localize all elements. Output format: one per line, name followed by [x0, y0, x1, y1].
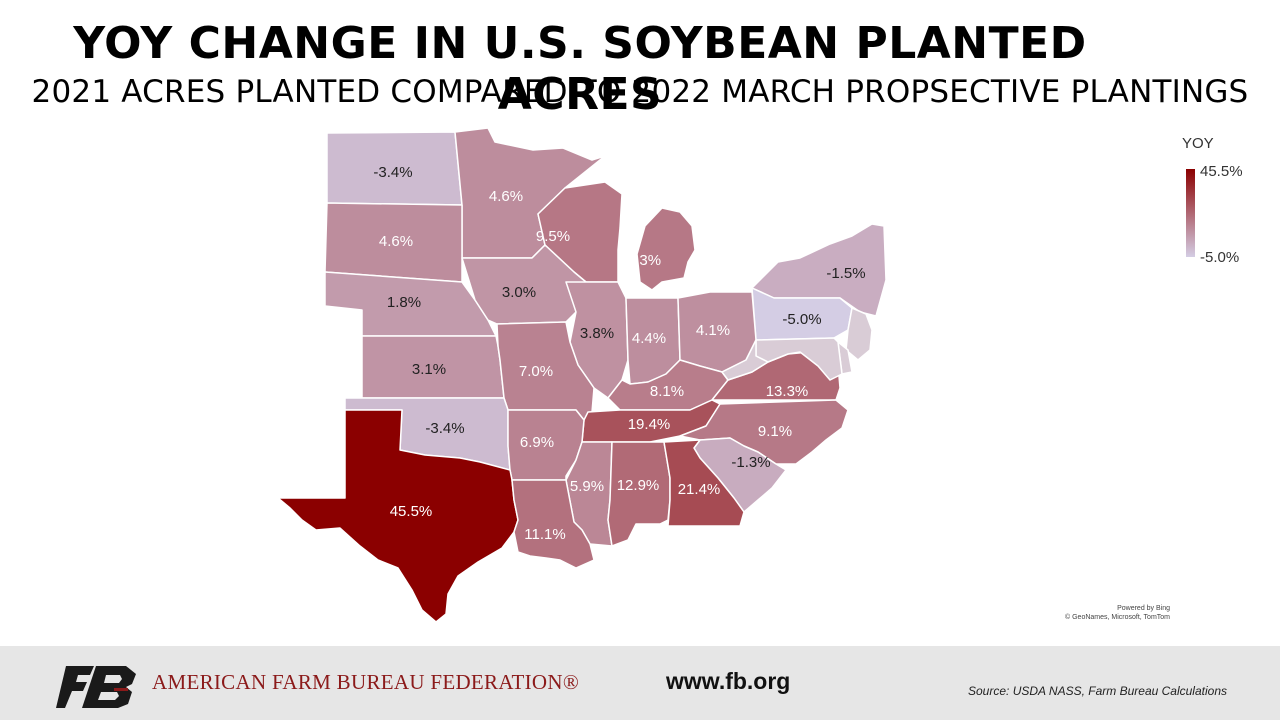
state-al[interactable]: [607, 441, 671, 547]
state-mi[interactable]: [636, 207, 696, 291]
map-credit-line-2: © GeoNames, Microsoft, TomTom: [1065, 614, 1170, 621]
state-label-ks: 3.1%: [412, 361, 446, 378]
state-label-pa: -5.0%: [782, 311, 821, 328]
state-label-ky: 8.1%: [650, 383, 684, 400]
state-label-oh: 4.1%: [696, 322, 730, 339]
state-wv[interactable]: [721, 339, 769, 381]
organization-name: AMERICAN FARM BUREAU FEDERATION®: [152, 670, 580, 694]
state-label-nc: 9.1%: [758, 423, 792, 440]
map-credit-line-1: Powered by Bing: [1117, 605, 1170, 612]
state-label-ar: 6.9%: [520, 434, 554, 451]
legend-max-label: 45.5%: [1200, 163, 1243, 180]
map-credit: Powered by Bing © GeoNames, Microsoft, T…: [1020, 604, 1170, 622]
state-label-va: 13.3%: [766, 383, 809, 400]
state-label-ms: 5.9%: [570, 478, 604, 495]
state-label-sd: 4.6%: [379, 233, 413, 250]
state-sd[interactable]: [324, 202, 463, 283]
legend-color-bar: [1186, 169, 1195, 257]
state-tx[interactable]: [277, 409, 519, 623]
state-label-al: 12.9%: [617, 477, 660, 494]
state-label-mn: 4.6%: [489, 188, 523, 205]
state-label-sc: -1.3%: [731, 454, 770, 471]
page-title: YOY CHANGE IN U.S. SOYBEAN PLANTED ACRES: [73, 18, 1087, 120]
state-label-wi: 9.5%: [536, 228, 570, 245]
choropleth-map: -3.4% 4.6% 4.6% 9.5% 9.3% -1.5% 1.8% 3.0% -5.0% 3…: [277, 127, 887, 623]
website-link[interactable]: www.fb.org: [666, 668, 791, 694]
fb-logo-icon: [56, 666, 136, 708]
state-la[interactable]: [511, 479, 595, 569]
state-label-la: 11.1%: [524, 526, 565, 543]
state-label-ny: -1.5%: [826, 265, 865, 282]
state-label-ne: 1.8%: [387, 294, 421, 311]
page-subtitle: 2021 ACRES PLANTED COMPARED TO 2022 MARC…: [31, 74, 1249, 110]
state-nj[interactable]: [845, 307, 873, 361]
legend-title: YOY: [1182, 135, 1214, 152]
state-ga[interactable]: [663, 439, 745, 527]
state-label-ia: 3.0%: [502, 284, 536, 301]
state-label-il: 3.8%: [580, 325, 614, 342]
state-ar[interactable]: [507, 409, 585, 481]
state-label-nd: -3.4%: [373, 164, 412, 181]
legend-min-label: -5.0%: [1200, 249, 1240, 266]
state-label-tn: 19.4%: [628, 416, 671, 433]
state-label-mi: 9.3%: [627, 252, 661, 269]
state-label-ga: 21.4%: [678, 481, 721, 498]
state-label-tx: 45.5%: [390, 503, 433, 520]
source-note: Source: USDA NASS, Farm Bureau Calculati…: [968, 684, 1227, 698]
state-label-ok: -3.4%: [425, 420, 464, 437]
footer-bar: AMERICAN FARM BUREAU FEDERATION® www.fb.…: [0, 646, 1280, 720]
state-label-in: 4.4%: [632, 330, 666, 347]
state-label-mo: 7.0%: [519, 363, 553, 380]
